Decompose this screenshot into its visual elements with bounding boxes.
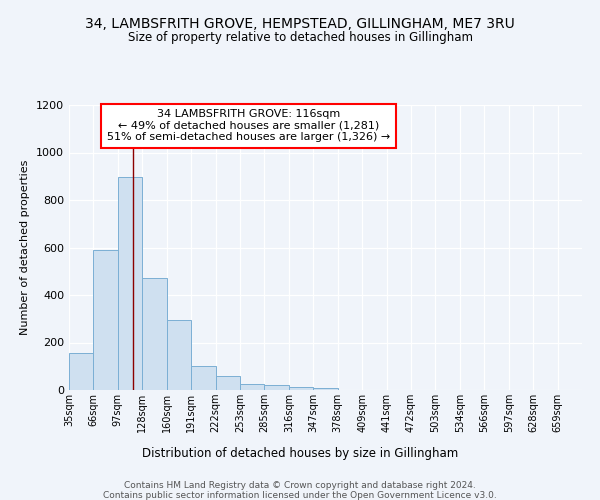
Bar <box>142 278 167 390</box>
Bar <box>167 320 191 390</box>
Text: Contains HM Land Registry data © Crown copyright and database right 2024.
Contai: Contains HM Land Registry data © Crown c… <box>103 481 497 500</box>
Bar <box>313 388 338 390</box>
Y-axis label: Number of detached properties: Number of detached properties <box>20 160 31 335</box>
Text: Distribution of detached houses by size in Gillingham: Distribution of detached houses by size … <box>142 448 458 460</box>
Text: 34, LAMBSFRITH GROVE, HEMPSTEAD, GILLINGHAM, ME7 3RU: 34, LAMBSFRITH GROVE, HEMPSTEAD, GILLING… <box>85 18 515 32</box>
Bar <box>94 250 118 390</box>
Bar <box>240 384 265 390</box>
Bar <box>215 376 240 390</box>
Bar <box>289 387 313 390</box>
Bar <box>265 385 289 390</box>
Bar <box>118 178 142 390</box>
Bar <box>69 353 94 390</box>
Bar <box>191 366 215 390</box>
Text: Size of property relative to detached houses in Gillingham: Size of property relative to detached ho… <box>128 31 473 44</box>
Text: 34 LAMBSFRITH GROVE: 116sqm
← 49% of detached houses are smaller (1,281)
51% of : 34 LAMBSFRITH GROVE: 116sqm ← 49% of det… <box>107 110 390 142</box>
